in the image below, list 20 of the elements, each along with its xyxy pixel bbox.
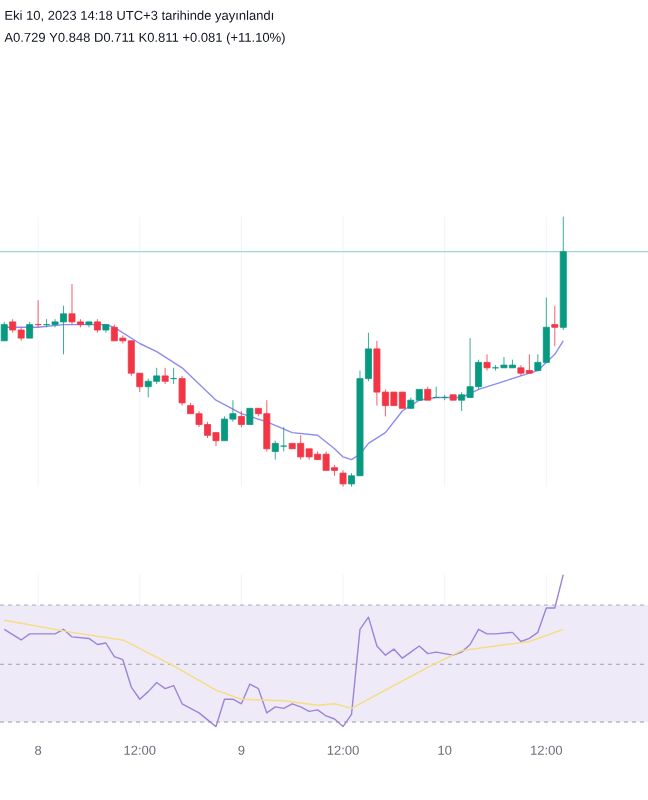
candlestick xyxy=(280,426,288,452)
candlestick xyxy=(263,399,271,452)
candlestick xyxy=(483,353,491,371)
candlestick xyxy=(322,451,330,471)
candlestick xyxy=(500,356,508,369)
candlestick xyxy=(458,391,466,412)
candlestick xyxy=(212,432,220,447)
candlestick xyxy=(542,297,550,363)
candlestick xyxy=(373,340,381,406)
candlestick xyxy=(68,283,76,325)
candlestick xyxy=(85,321,93,328)
candlestick xyxy=(297,434,305,460)
candlestick xyxy=(51,318,59,328)
candlestick xyxy=(144,378,152,398)
candlestick xyxy=(466,337,474,398)
candlestick xyxy=(0,321,8,342)
candlestick xyxy=(271,440,279,460)
candlestick xyxy=(551,305,559,347)
candlestick xyxy=(178,375,186,406)
candlestick xyxy=(525,353,533,374)
